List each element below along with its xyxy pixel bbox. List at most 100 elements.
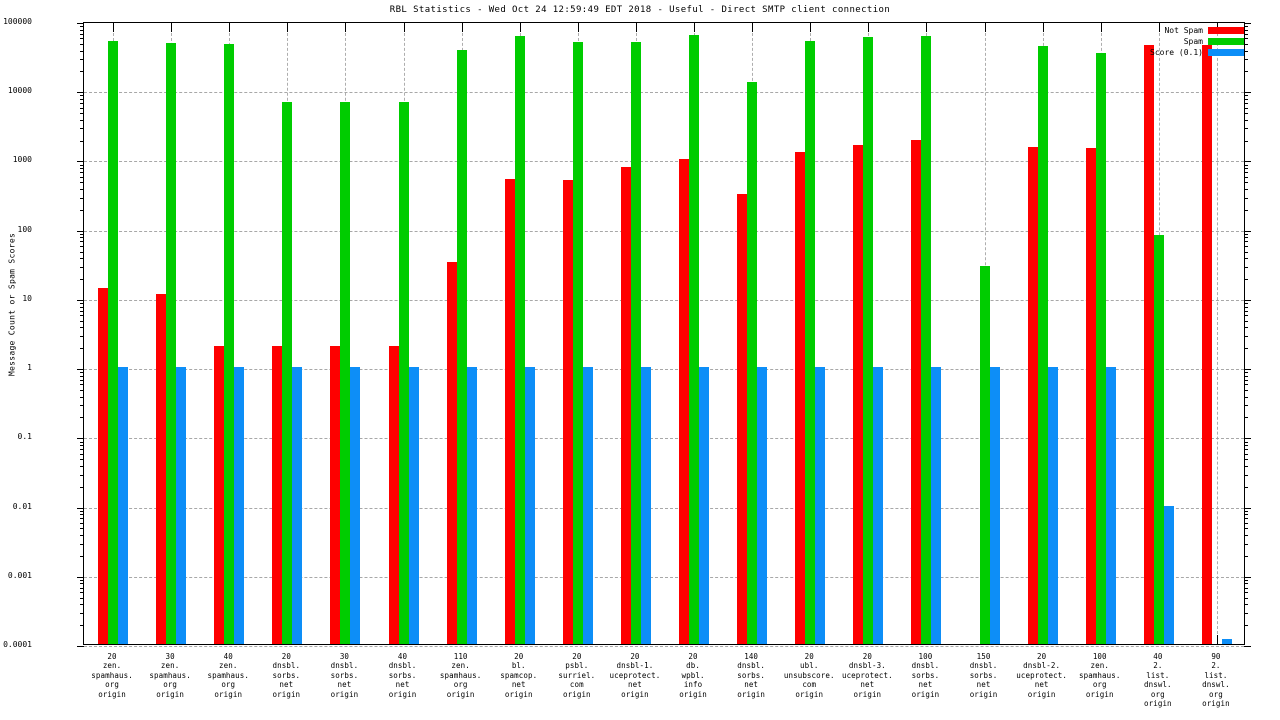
y-axis-minor-tick <box>1244 372 1248 374</box>
bar-spam <box>979 265 990 644</box>
y-axis-minor-tick <box>80 396 84 398</box>
y-axis-minor-tick <box>80 327 84 329</box>
y-axis-minor-tick <box>1244 128 1248 130</box>
y-axis-minor-tick <box>1244 197 1248 199</box>
y-axis-tick <box>77 230 84 232</box>
y-axis-minor-tick <box>80 375 84 377</box>
y-axis-minor-tick <box>1244 113 1248 115</box>
y-axis-minor-tick <box>80 592 84 594</box>
y-axis-minor-tick <box>1244 119 1248 121</box>
y-axis-minor-tick <box>80 26 84 28</box>
y-axis-minor-tick <box>80 315 84 317</box>
x-axis-tick-label: 100 dnsbl. sorbs. net origin <box>911 652 940 699</box>
y-axis-minor-tick <box>80 612 84 614</box>
legend-swatch <box>1208 49 1244 56</box>
bar-not-spam <box>388 346 399 644</box>
y-axis-minor-tick <box>80 197 84 199</box>
x-axis-tick <box>694 23 696 32</box>
y-axis-minor-tick <box>1244 348 1248 350</box>
y-axis-minor-tick <box>80 518 84 520</box>
y-axis-minor-tick <box>80 604 84 606</box>
y-axis-minor-tick <box>1244 441 1248 443</box>
y-axis-minor-tick <box>1244 405 1248 407</box>
y-axis-minor-tick <box>1244 587 1248 589</box>
y-axis-minor-tick <box>80 119 84 121</box>
y-axis-minor-tick <box>80 241 84 243</box>
y-axis-minor-tick <box>1244 172 1248 174</box>
y-axis-minor-tick <box>1244 246 1248 248</box>
bar-spam <box>1153 235 1164 644</box>
bar-spam <box>456 50 467 644</box>
x-gridline <box>1216 23 1218 644</box>
y-axis-tick <box>77 576 84 578</box>
y-axis-minor-tick <box>80 251 84 253</box>
x-axis-tick <box>403 23 405 32</box>
bar-score-0-1 <box>582 367 593 644</box>
x-axis-tick-label: 90 2. list. dnswl. org origin <box>1202 652 1230 709</box>
y-axis-minor-tick <box>80 535 84 537</box>
y-axis-minor-tick <box>80 465 84 467</box>
bar-spam <box>282 101 293 644</box>
bar-score-0-1 <box>408 367 419 644</box>
y-axis-minor-tick <box>1244 555 1248 557</box>
y-axis-minor-tick <box>1244 474 1248 476</box>
bar-not-spam <box>737 193 748 644</box>
x-axis-tick-label: 20 dnsbl. sorbs. net origin <box>272 652 301 699</box>
y-axis-minor-tick <box>1244 176 1248 178</box>
y-axis-tick <box>77 92 84 94</box>
bar-spam <box>224 44 235 644</box>
y-axis-tick <box>1244 576 1251 578</box>
bar-score-0-1 <box>292 367 303 644</box>
x-axis-tick-label: 140 dnsbl. sorbs. net origin <box>737 652 765 699</box>
y-axis-minor-tick <box>1244 389 1248 391</box>
bar-score-0-1 <box>1105 367 1116 644</box>
bar-score-0-1 <box>815 367 826 644</box>
y-axis-tick-label: 0.001 <box>7 570 32 580</box>
x-axis-tick-bottom <box>1216 635 1218 644</box>
legend-swatch <box>1208 27 1244 34</box>
y-axis-minor-tick <box>1244 583 1248 585</box>
y-axis-minor-tick <box>1244 59 1248 61</box>
bar-spam <box>630 41 641 644</box>
y-axis-minor-tick <box>1244 310 1248 312</box>
y-gridline <box>84 299 1244 301</box>
bar-not-spam <box>156 293 167 644</box>
legend-label: Not Spam <box>1164 26 1203 35</box>
bar-not-spam <box>795 151 806 644</box>
y-axis-tick <box>77 369 84 371</box>
y-axis-minor-tick <box>80 98 84 100</box>
y-axis-minor-tick <box>1244 95 1248 97</box>
x-axis-tick-label: 20 db. wpbl. info origin <box>679 652 707 699</box>
bar-not-spam <box>1027 147 1038 644</box>
y-gridline <box>84 646 1244 647</box>
chart-legend: Not Spam Spam Score (0.1) <box>1124 26 1244 59</box>
bar-score-0-1 <box>1221 638 1232 644</box>
x-axis-tick-label: 20 dnsbl-3. uceprotect. net origin <box>841 652 893 699</box>
y-axis-minor-tick <box>1244 209 1248 211</box>
bar-not-spam <box>98 287 109 644</box>
chart-title: RBL Statistics - Wed Oct 24 12:59:49 EDT… <box>389 5 891 15</box>
bar-spam <box>166 43 177 644</box>
y-axis-minor-tick <box>1244 241 1248 243</box>
bar-score-0-1 <box>1163 506 1174 644</box>
bar-score-0-1 <box>640 367 651 644</box>
y-axis-minor-tick <box>80 441 84 443</box>
bar-score-0-1 <box>931 367 942 644</box>
bar-not-spam <box>504 179 515 644</box>
y-axis-minor-tick <box>80 379 84 381</box>
y-axis-minor-tick <box>80 514 84 516</box>
y-axis-minor-tick <box>1244 327 1248 329</box>
bar-score-0-1 <box>989 367 1000 644</box>
bar-score-0-1 <box>1047 367 1058 644</box>
legend-item: Spam <box>1124 37 1244 46</box>
bar-not-spam <box>620 166 631 644</box>
y-axis-minor-tick <box>80 188 84 190</box>
y-axis-minor-tick <box>1244 33 1248 35</box>
bar-score-0-1 <box>466 367 477 644</box>
y-axis-minor-tick <box>1244 604 1248 606</box>
y-axis-minor-tick <box>80 113 84 115</box>
x-axis-tick <box>171 23 173 32</box>
x-axis-tick-label: 100 zen. spamhaus. org origin <box>1078 652 1121 699</box>
bar-spam <box>514 36 525 644</box>
y-axis-minor-tick <box>1244 612 1248 614</box>
